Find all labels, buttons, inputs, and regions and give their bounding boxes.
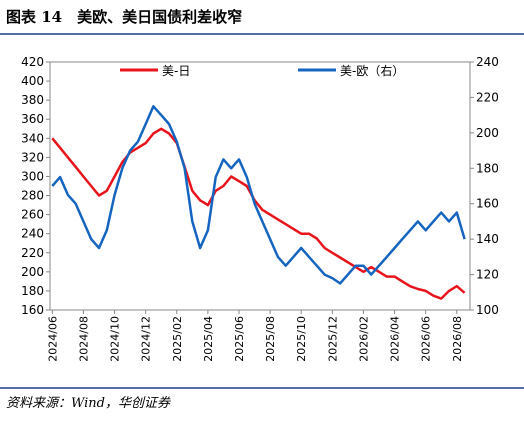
y-tick-label: 280 [21, 189, 44, 203]
x-tick-label: 2025/12 [326, 316, 339, 362]
y-tick-label: 240 [21, 227, 44, 241]
plot-frame [49, 61, 471, 311]
y-tick-label: 360 [21, 112, 44, 126]
x-tick-label: 2025/02 [171, 316, 184, 362]
y-tick-label: 220 [21, 246, 44, 260]
y2-tick-label: 100 [476, 303, 499, 317]
y2-tick-label: 120 [476, 268, 499, 282]
x-tick-label: 2024/06 [46, 316, 59, 362]
y-tick-label: 380 [21, 93, 44, 107]
y-tick-label: 200 [21, 265, 44, 279]
y-tick-label: 300 [21, 169, 44, 183]
legend-label: 美-日 [162, 64, 190, 78]
y2-tick-label: 180 [476, 161, 499, 175]
source: 资料来源：Wind，华创证券 [6, 396, 171, 411]
y-tick-label: 400 [21, 74, 44, 88]
x-tick-label: 2026/02 [357, 316, 370, 362]
x-tick-label: 2025/04 [202, 316, 215, 362]
y-tick-label: 420 [21, 55, 44, 69]
x-tick-label: 2026/06 [420, 316, 433, 362]
x-tick-label: 2024/08 [77, 316, 90, 362]
y2-tick-label: 200 [476, 126, 499, 140]
y-tick-label: 340 [21, 131, 44, 145]
y2-tick-label: 160 [476, 197, 499, 211]
x-tick-label: 2026/04 [389, 316, 402, 362]
y2-tick-label: 240 [476, 55, 499, 69]
y2-tick-label: 220 [476, 90, 499, 104]
x-tick-label: 2024/10 [109, 316, 122, 362]
y2-tick-label: 140 [476, 232, 499, 246]
y-tick-label: 260 [21, 208, 44, 222]
y-tick-label: 320 [21, 150, 44, 164]
x-tick-label: 2024/12 [140, 316, 153, 362]
x-tick-label: 2025/10 [295, 316, 308, 362]
x-tick-label: 2025/06 [233, 316, 246, 362]
x-tick-label: 2026/08 [451, 316, 464, 362]
series-line [51, 105, 466, 285]
x-tick-label: 2025/08 [264, 316, 277, 362]
y-tick-label: 160 [21, 303, 44, 317]
y-tick-label: 180 [21, 284, 44, 298]
title: 图表 14 美欧、美日国债利差收窄 [6, 8, 242, 26]
series-line [51, 127, 466, 300]
legend-label: 美-欧（右） [340, 63, 404, 78]
